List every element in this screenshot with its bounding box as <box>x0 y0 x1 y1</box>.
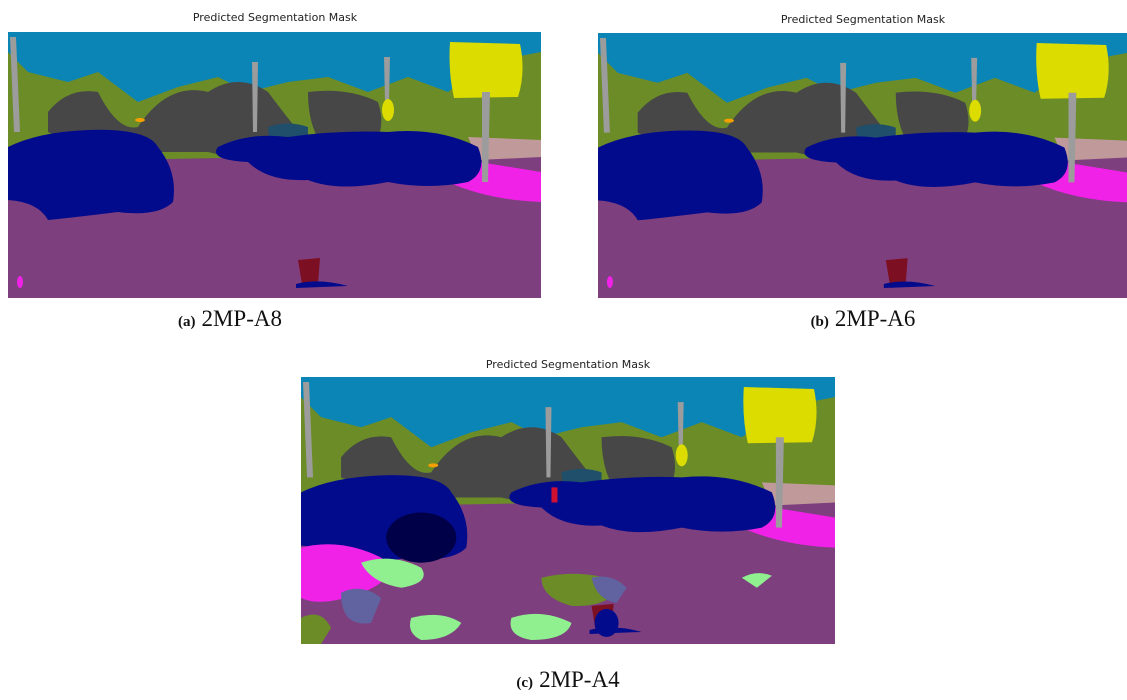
caption: (c) 2MP-A4 <box>368 667 768 693</box>
panel-title: Predicted Segmentation Mask <box>298 358 838 371</box>
caption: (a) 2MP-A8 <box>30 306 430 332</box>
caption-label: (c) <box>516 675 533 691</box>
caption-text: 2MP-A6 <box>835 306 916 331</box>
segmentation-mask <box>8 32 541 298</box>
caption-text: 2MP-A4 <box>539 667 620 692</box>
panel-title: Predicted Segmentation Mask <box>5 11 545 24</box>
segmentation-mask <box>598 33 1127 298</box>
caption-text: 2MP-A8 <box>201 306 282 331</box>
caption-label: (b) <box>811 314 829 330</box>
panel-title: Predicted Segmentation Mask <box>593 13 1127 26</box>
caption: (b) 2MP-A6 <box>663 306 1063 332</box>
segmentation-mask <box>301 377 835 644</box>
figure: Predicted Segmentation Mask (a) 2MP-A8 Pr… <box>0 0 1127 700</box>
caption-label: (a) <box>178 314 196 330</box>
